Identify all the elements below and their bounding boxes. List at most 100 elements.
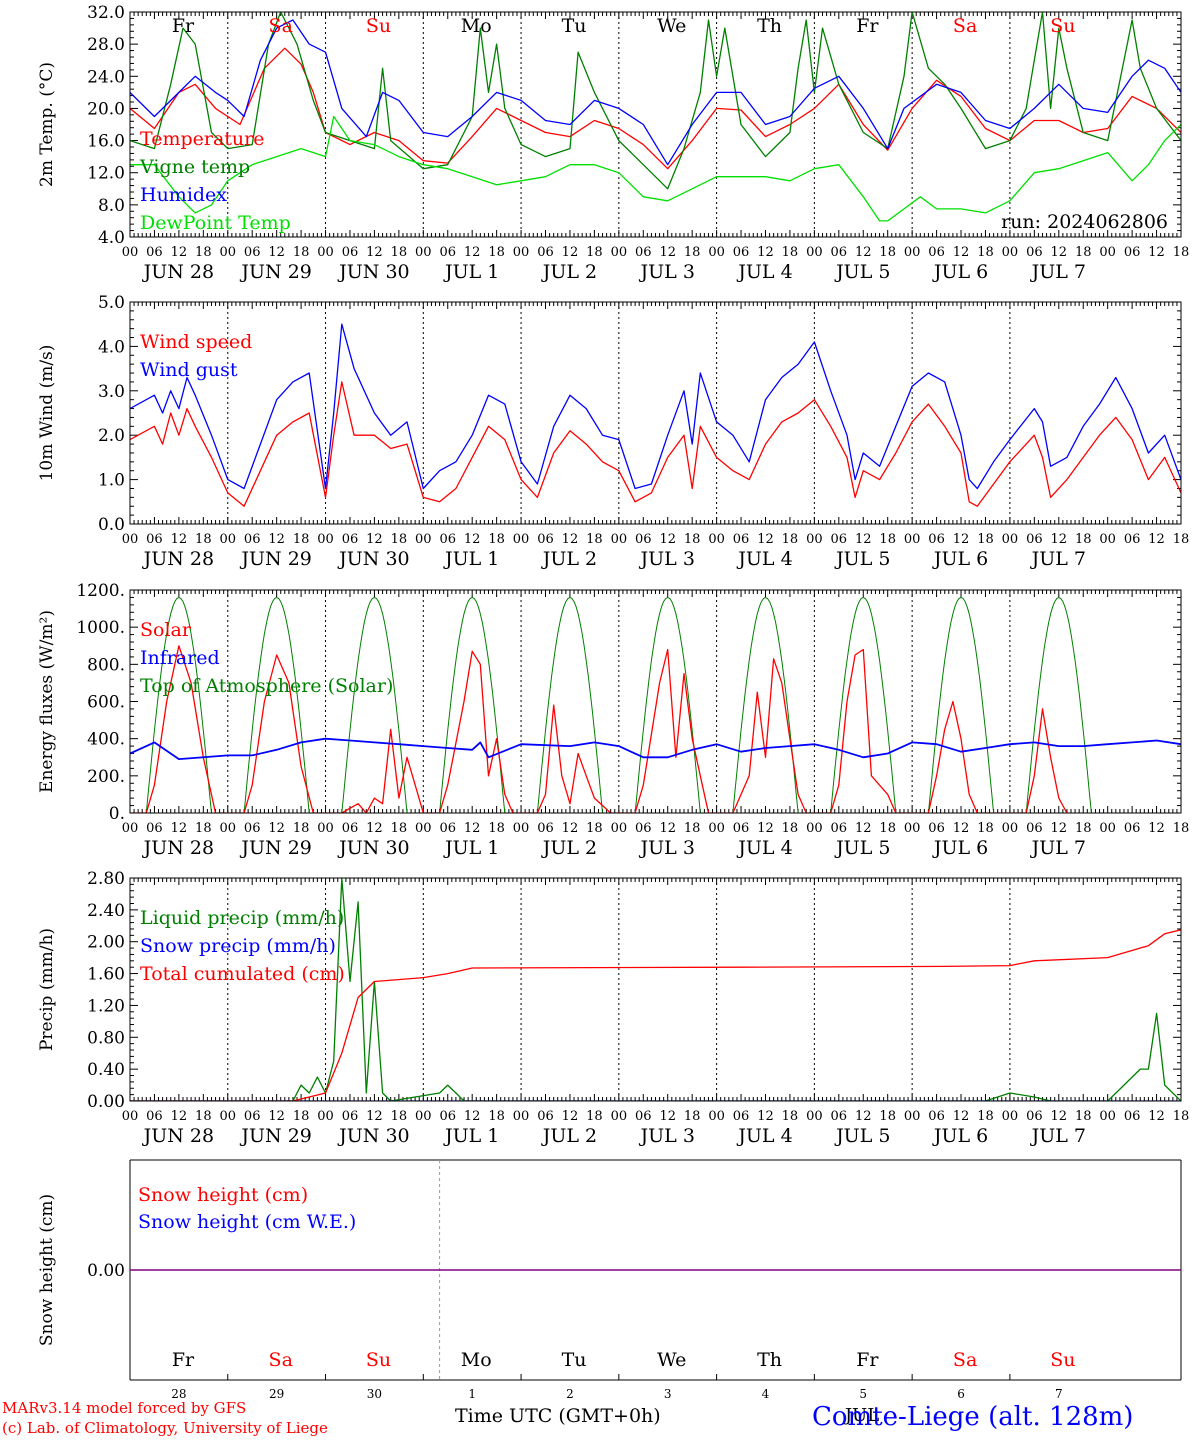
legend-entry: Snow height (cm) [138,1184,308,1206]
day-number-label: 2 [566,1387,574,1401]
x-hour-label: 00 [415,245,432,260]
x-date-label: JUN 30 [337,261,409,283]
x-hour-label: 00 [904,821,921,836]
x-hour-label: 12 [757,532,774,547]
x-hour-label: 18 [1075,245,1092,260]
copyright-credit: (c) Lab. of Climatology, University of L… [2,1419,328,1437]
x-hour-label: 12 [464,532,481,547]
x-date-label: JUL 7 [1030,1125,1086,1147]
x-hour-label: 12 [171,245,188,260]
run-label: run: 2024062806 [1001,211,1168,233]
x-hour-label: 18 [684,1109,701,1124]
y-tick-label: 200. [87,767,125,787]
x-date-label: JUL 6 [932,837,988,859]
x-hour-label: 12 [562,1109,579,1124]
y-tick-label: 0.40 [87,1060,125,1080]
x-hour-label: 00 [317,1109,334,1124]
x-hour-label: 00 [122,245,139,260]
weekday-label: Th [757,1349,782,1371]
x-date-label: JUN 29 [239,548,311,570]
weekday-label: Tu [562,15,587,37]
x-hour-label: 00 [611,532,628,547]
x-hour-label: 12 [366,532,383,547]
x-hour-label: 06 [831,1109,848,1124]
y-tick-label: 0. [109,804,125,824]
x-hour-label: 18 [782,245,799,260]
legend-entry: Humidex [140,184,227,206]
weekday-label: Th [757,15,782,37]
x-hour-label: 18 [391,1109,408,1124]
x-hour-label: 06 [928,821,945,836]
x-hour-label: 12 [1051,245,1068,260]
y-tick-label: 5.0 [98,293,125,313]
series-group-1 [130,323,1181,507]
x-hour-label: 18 [977,821,994,836]
x-date-label: JUL 1 [443,548,499,570]
x-hour-label: 06 [1026,1109,1043,1124]
day-number-label: 3 [664,1387,672,1401]
series-group-3 [130,878,1181,1101]
y-tick-label: 16.0 [87,132,125,152]
x-hour-label: 00 [513,245,530,260]
x-hour-label: 06 [244,821,261,836]
x-hour-label: 18 [684,821,701,836]
y-tick-label: 0.0 [98,515,125,535]
legend-entry: Top of Atmosphere (Solar) [140,675,393,697]
series-group-0 [130,12,1181,222]
x-hour-label: 18 [488,821,505,836]
plot-frame-3 [129,877,1182,1102]
x-date-label: JUL 7 [1030,837,1086,859]
legend-entry: Infrared [140,647,220,669]
day-number-label: 6 [957,1387,965,1401]
x-hour-label: 00 [1099,1109,1116,1124]
x-hour-label: 18 [293,1109,310,1124]
y-tick-label: 0.00 [87,1261,125,1281]
x-date-label: JUL 1 [443,1125,499,1147]
x-hour-label: 12 [268,245,285,260]
x-hour-label: 06 [1026,532,1043,547]
x-hour-label: 18 [195,1109,212,1124]
legend-entry: DewPoint Temp [140,212,291,234]
x-date-label: JUL 2 [541,837,597,859]
x-hour-label: 06 [928,245,945,260]
x-hour-label: 12 [855,532,872,547]
y-tick-label: 1000. [76,618,125,638]
x-hour-label: 06 [244,532,261,547]
x-hour-label: 06 [1124,245,1141,260]
x-date-label: JUL 3 [639,837,695,859]
x-hour-label: 06 [537,245,554,260]
x-date-label: JUL 6 [932,1125,988,1147]
x-hour-label: 00 [806,245,823,260]
x-date-label: JUL 1 [443,837,499,859]
x-hour-label: 12 [171,532,188,547]
x-hour-label: 12 [1148,1109,1165,1124]
day-number-label: 28 [171,1387,186,1401]
x-date-label: JUL 5 [834,1125,890,1147]
series-line-total-cumulated-cm- [130,929,1181,1101]
weekday-label: Mo [461,15,492,37]
x-hour-label: 06 [244,1109,261,1124]
x-hour-label: 18 [782,532,799,547]
weekday-label: Su [366,1349,391,1371]
plot-frame-2 [129,589,1182,814]
y-tick-label: 2.00 [87,933,125,953]
weekday-label: Fr [172,15,195,37]
toa-solar-line [732,596,799,813]
x-date-label: JUL 4 [736,837,792,859]
legend-entry: Snow precip (mm/h) [140,935,336,957]
x-hour-label: 18 [782,821,799,836]
x-hour-label: 00 [708,532,725,547]
x-hour-label: 00 [219,532,236,547]
legend-entry: Temperature [140,128,264,150]
x-hour-label: 12 [953,1109,970,1124]
x-hour-label: 18 [1173,532,1190,547]
x-hour-label: 12 [659,245,676,260]
x-hour-label: 18 [391,532,408,547]
y-tick-label: 1.60 [87,965,125,985]
series-group-2 [130,596,1181,813]
x-hour-label: 00 [708,821,725,836]
toa-solar-line [927,596,995,813]
series-line-infrared [130,737,1181,760]
x-hour-label: 18 [586,532,603,547]
x-date-label: JUN 30 [337,1125,409,1147]
